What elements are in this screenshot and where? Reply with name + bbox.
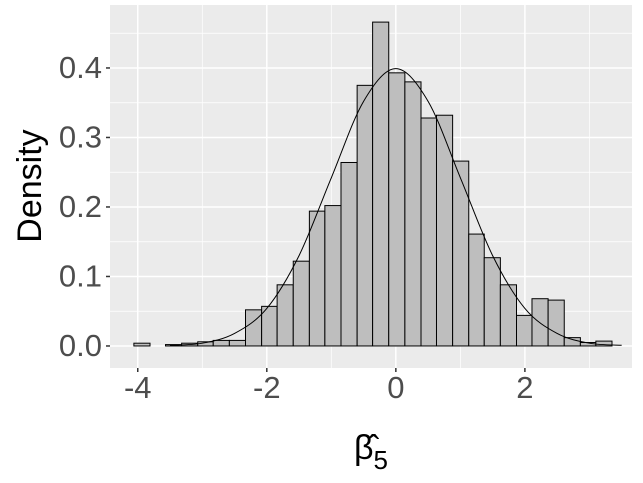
bar: [340, 161, 358, 347]
x-axis-subscript: 5: [374, 445, 388, 475]
x-tick-label: 2: [516, 370, 533, 405]
bar: [404, 81, 422, 347]
bar: [452, 160, 470, 347]
bar: [372, 21, 390, 347]
y-tick-label: 0.4: [59, 50, 102, 85]
bar: [420, 117, 437, 347]
bar: [324, 205, 342, 347]
bar: [435, 114, 454, 347]
y-tick-label: 0.1: [59, 259, 102, 294]
bar: [212, 339, 230, 347]
x-axis-label: β̂5: [354, 429, 388, 475]
bar: [245, 309, 263, 347]
y-tick-label: 0.0: [59, 328, 102, 363]
y-axis-label: Density: [11, 129, 49, 242]
bar: [276, 284, 294, 347]
density-curve: [169, 68, 622, 346]
bar: [228, 339, 247, 347]
bar: [468, 233, 485, 347]
bar: [595, 340, 613, 347]
y-tick-label: 0.2: [59, 189, 102, 224]
bar: [133, 342, 151, 347]
y-tick-label: 0.3: [59, 120, 102, 155]
x-tick-label: -2: [253, 370, 281, 405]
bar: [516, 314, 533, 347]
bar: [388, 72, 406, 347]
x-tick-label: -4: [124, 370, 152, 405]
bar: [547, 299, 565, 347]
bar: [292, 260, 310, 347]
bar: [308, 210, 326, 347]
bar: [356, 84, 374, 347]
x-tick-label: 0: [387, 370, 404, 405]
bar: [483, 257, 501, 347]
